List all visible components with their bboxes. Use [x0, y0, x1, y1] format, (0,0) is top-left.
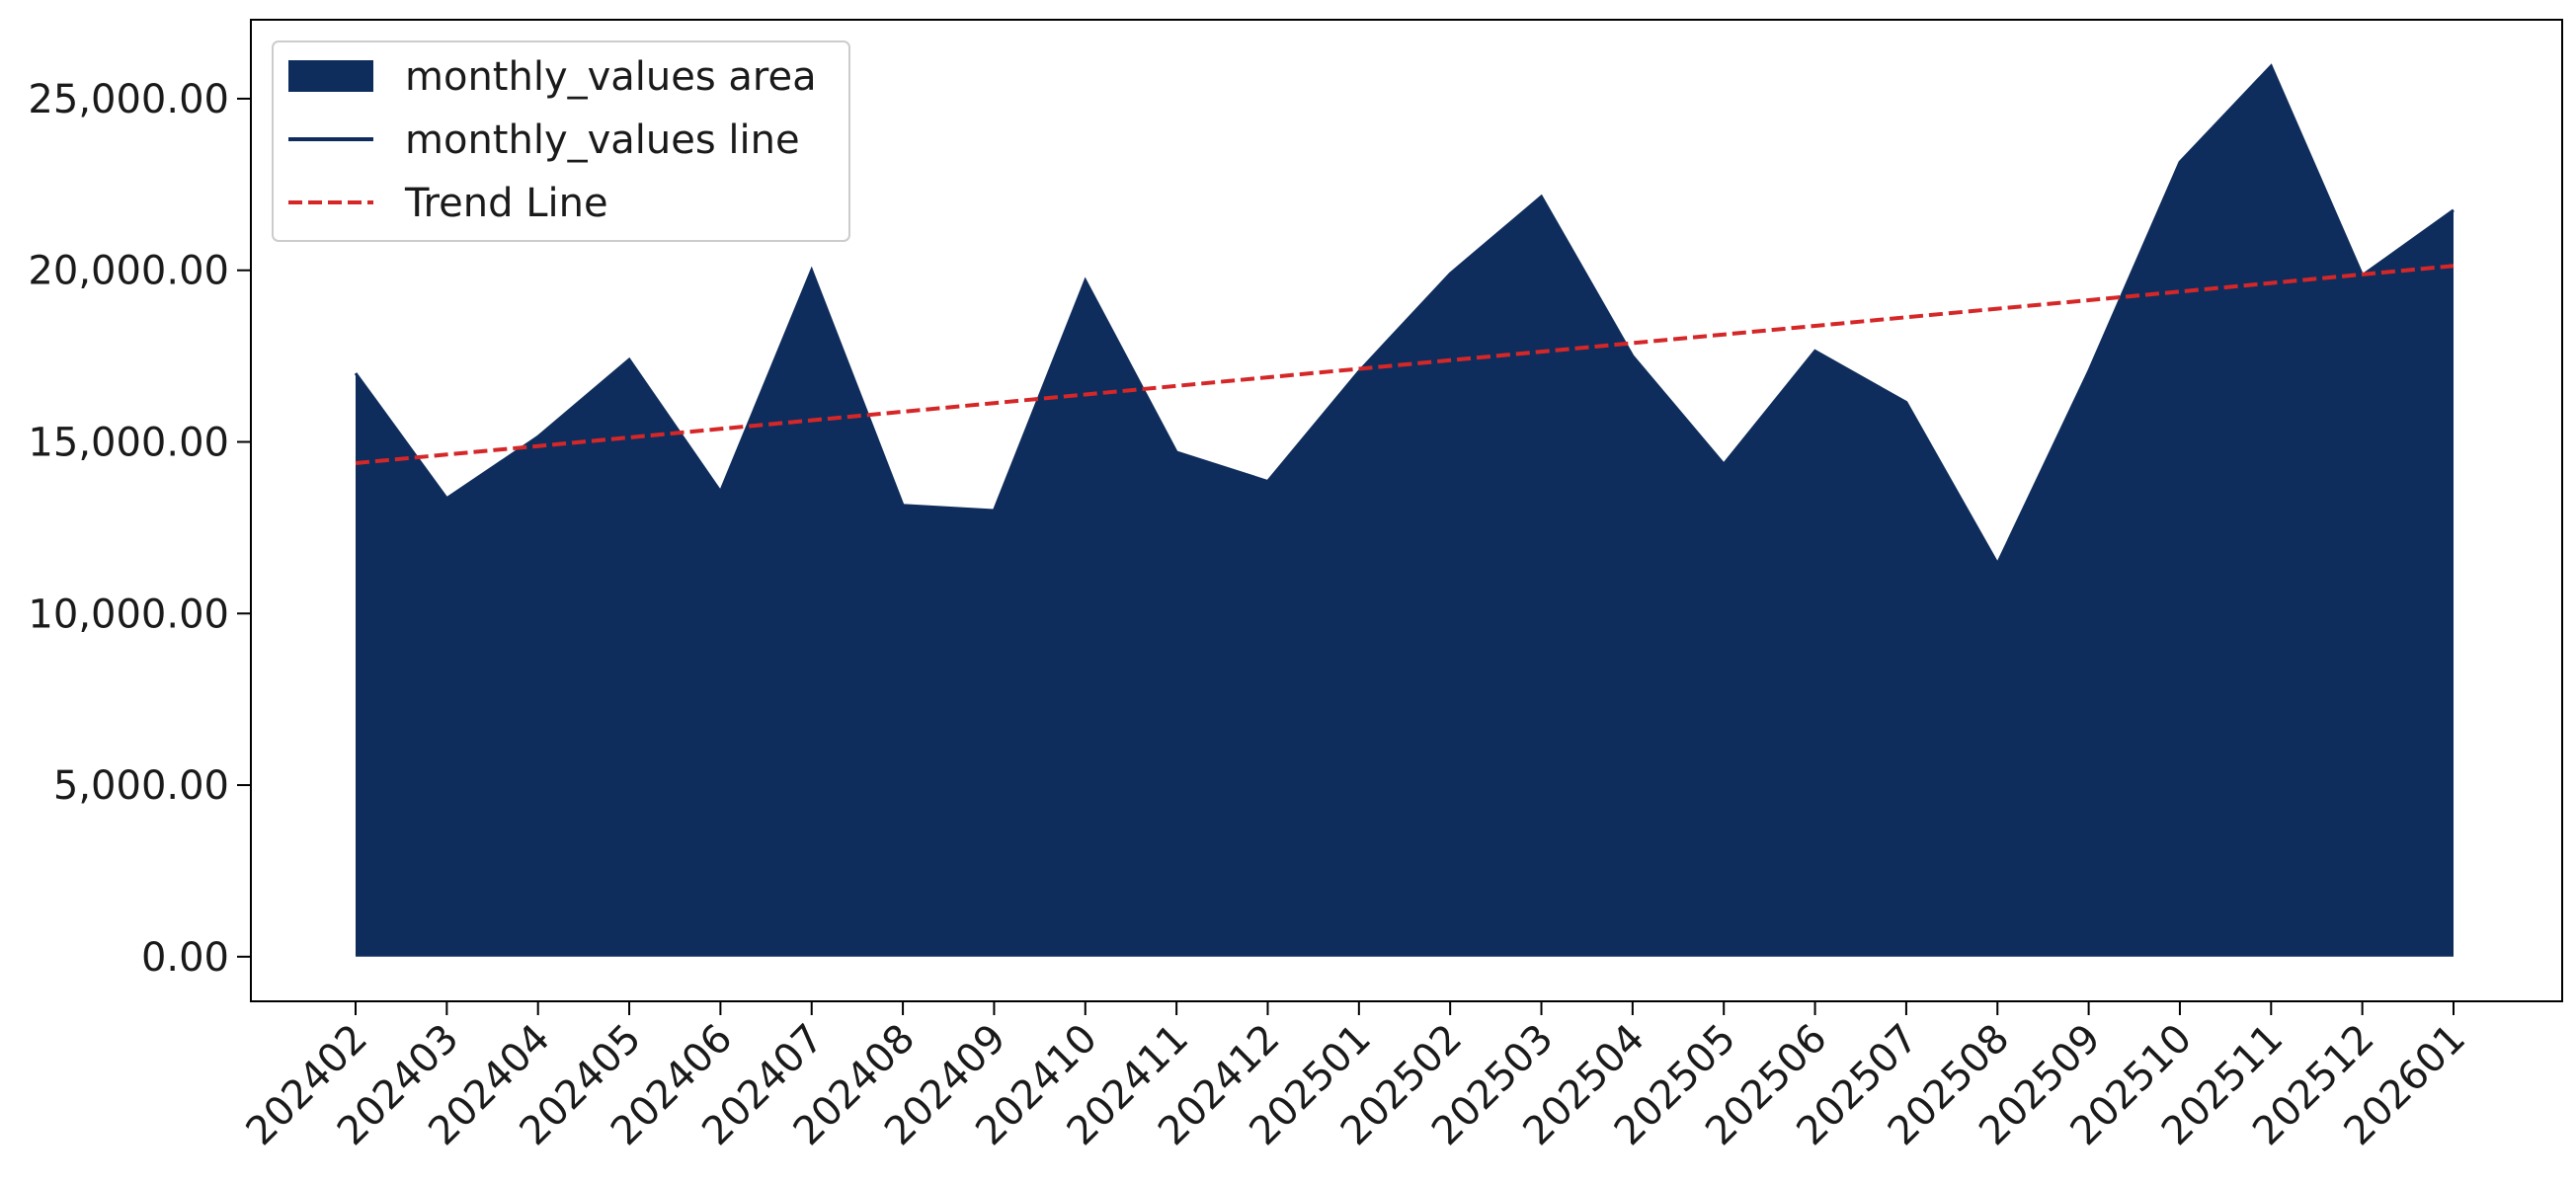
y-axis: 0.00 5,000.00 10,000.00 15,000.00 20,000.00 2… — [28, 77, 251, 981]
plot-area — [354, 63, 2455, 957]
y-tick-label: 10,000.00 — [28, 592, 229, 637]
legend: monthly_values area monthly_values line Tr… — [272, 40, 850, 242]
legend-label: Trend Line — [404, 181, 608, 226]
y-tick-label: 0.00 — [141, 935, 229, 981]
y-tick-label: 25,000.00 — [28, 77, 229, 122]
y-tick-label: 20,000.00 — [28, 249, 229, 294]
legend-box — [272, 40, 850, 242]
legend-label: monthly_values line — [405, 118, 800, 163]
area-series — [356, 65, 2454, 957]
trend-line — [355, 264, 2455, 465]
y-tick-label: 5,000.00 — [53, 763, 229, 809]
y-tick-label: 15,000.00 — [28, 420, 229, 465]
legend-label: monthly_values area — [405, 54, 817, 100]
legend-swatch-area — [288, 60, 373, 92]
line-series — [354, 63, 2455, 568]
plot-frame — [250, 19, 2563, 1002]
x-axis: 2024022024032024042024052024062024072024… — [238, 1001, 2474, 1154]
